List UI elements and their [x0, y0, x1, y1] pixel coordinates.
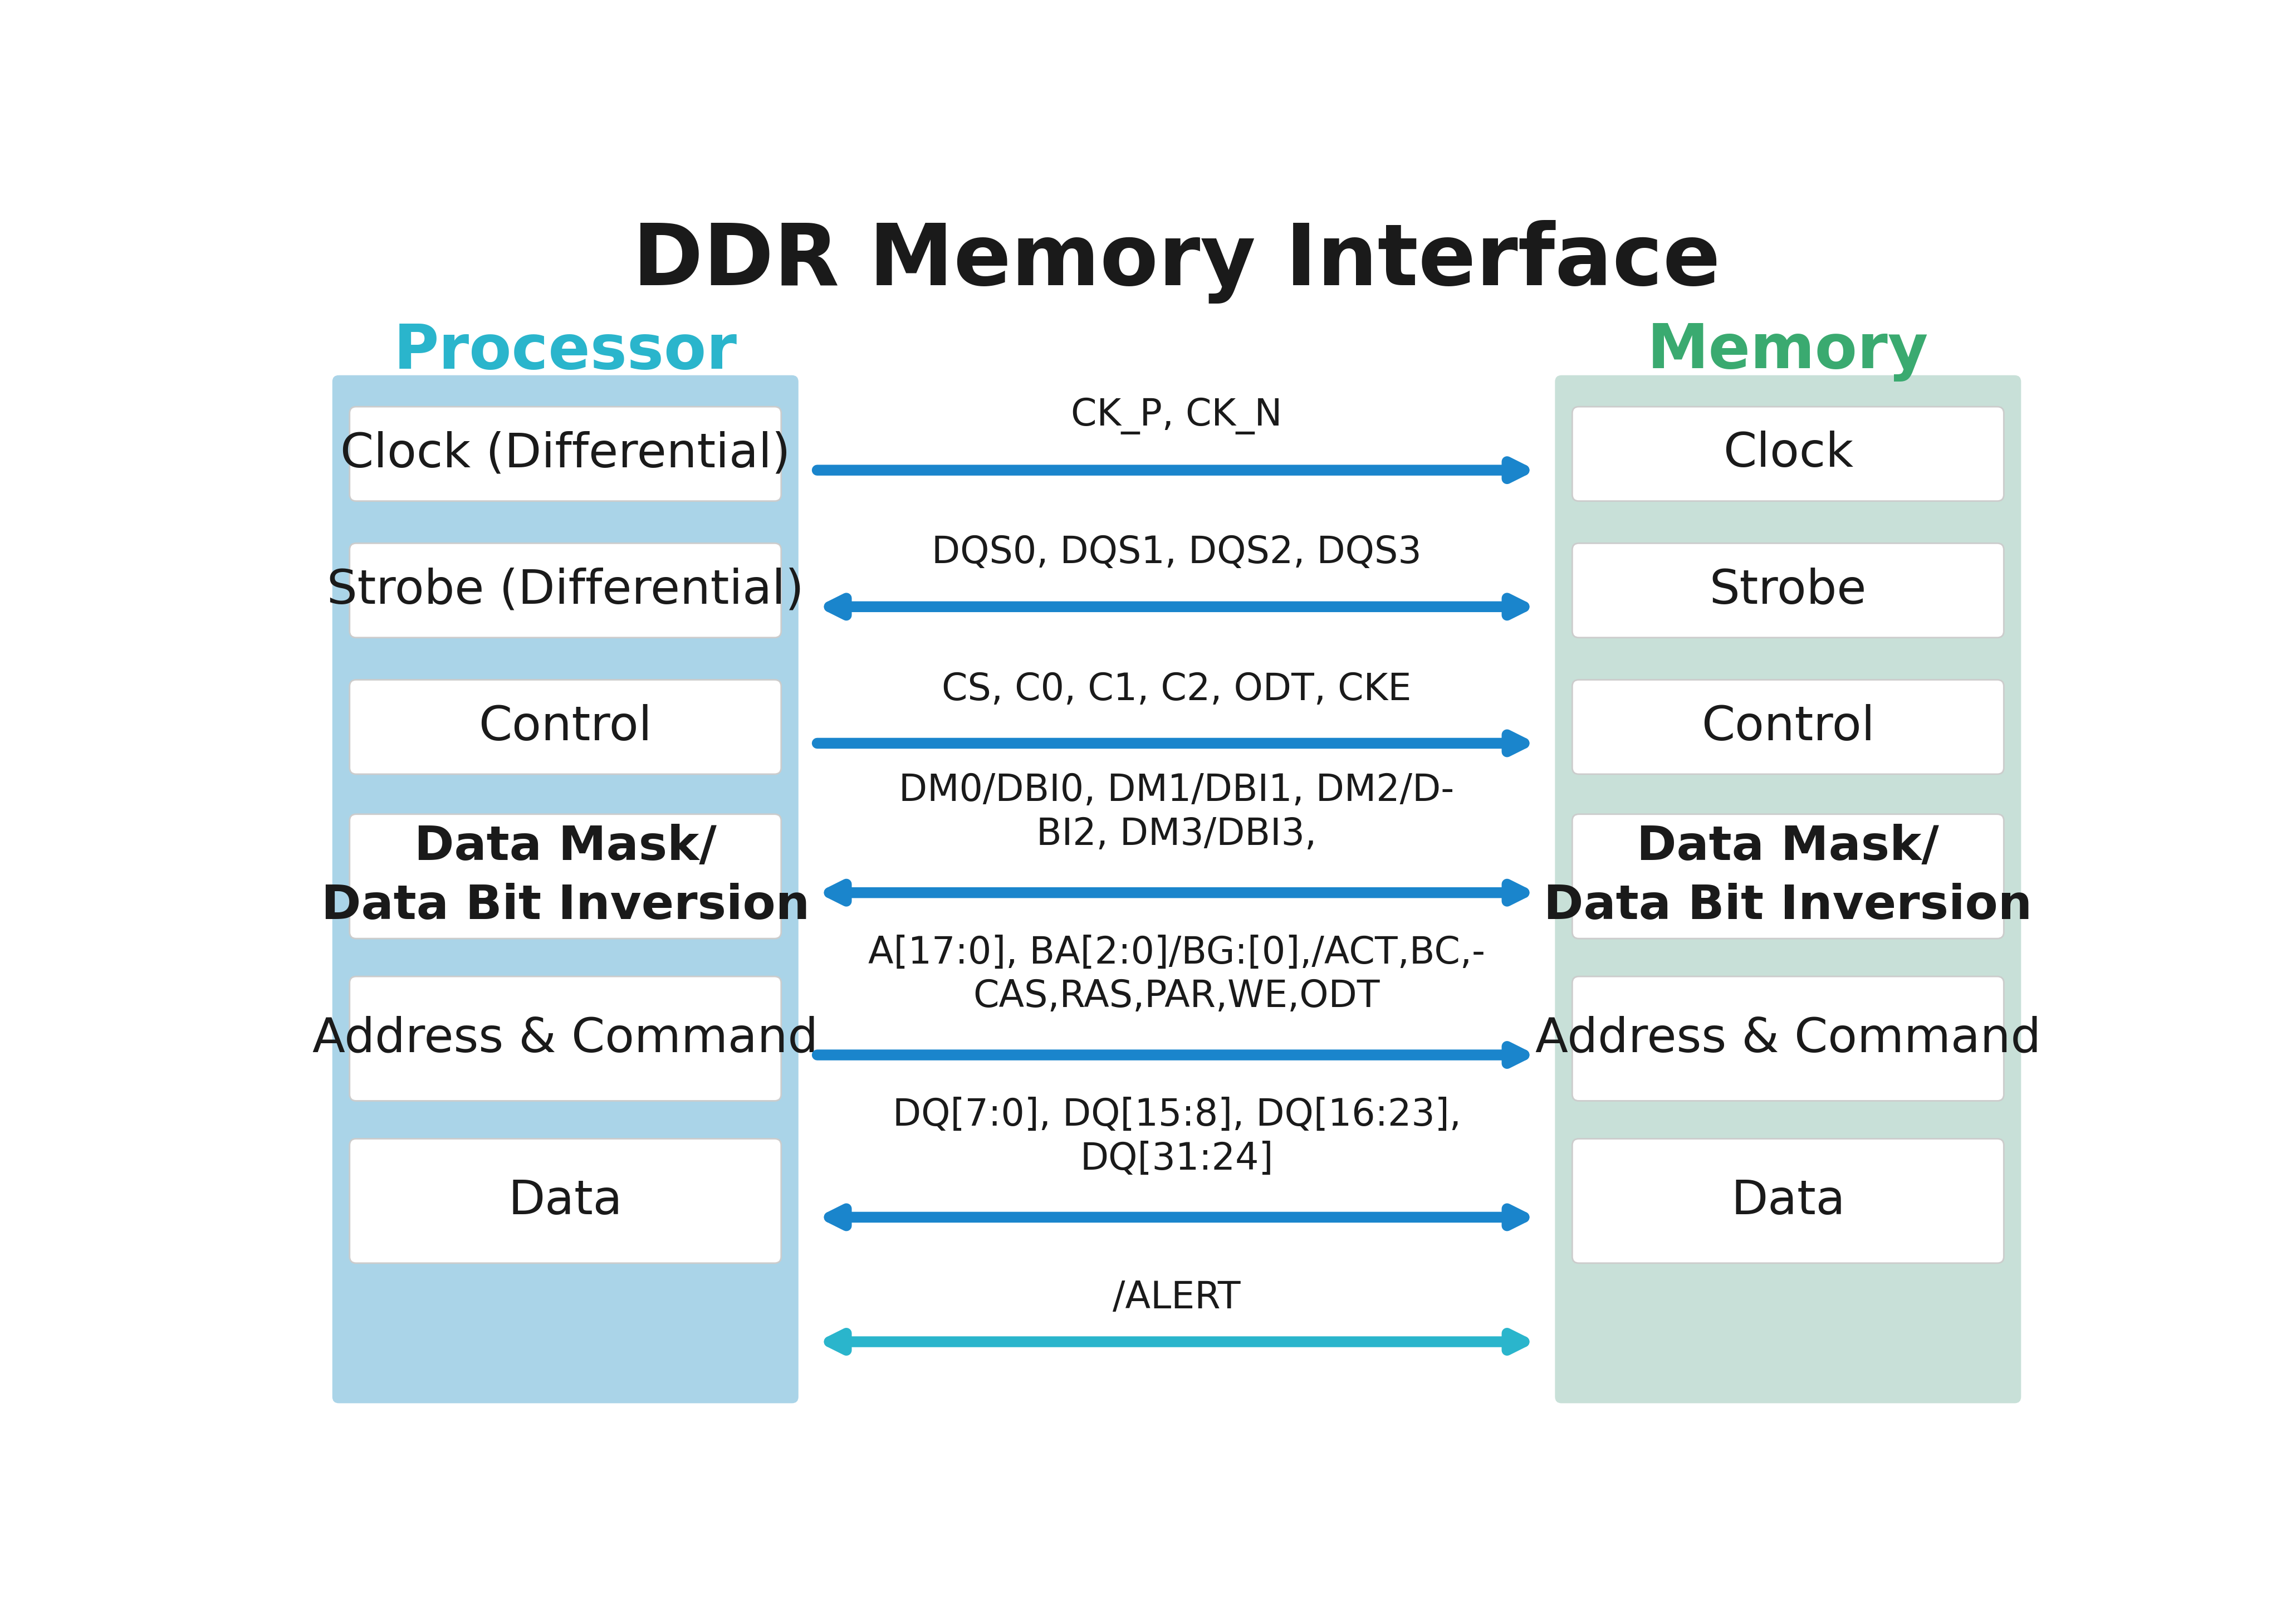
Text: A[17:0], BA[2:0]/BG:[0],/ACT,BC,-
CAS,RAS,PAR,WE,ODT: A[17:0], BA[2:0]/BG:[0],/ACT,BC,- CAS,RA…	[868, 934, 1486, 1015]
Text: Data: Data	[507, 1177, 622, 1224]
Text: DM0/DBI0, DM1/DBI1, DM2/D-
BI2, DM3/DBI3,: DM0/DBI0, DM1/DBI1, DM2/D- BI2, DM3/DBI3…	[900, 772, 1453, 852]
Text: Strobe: Strobe	[1711, 568, 1867, 614]
FancyBboxPatch shape	[349, 680, 781, 773]
Text: CK_P, CK_N: CK_P, CK_N	[1070, 397, 1283, 434]
Text: Data Mask/
Data Bit Inversion: Data Mask/ Data Bit Inversion	[321, 823, 810, 929]
Text: Strobe (Differential): Strobe (Differential)	[326, 568, 804, 614]
FancyBboxPatch shape	[349, 544, 781, 638]
FancyBboxPatch shape	[1573, 814, 2004, 939]
Text: DDR Memory Interface: DDR Memory Interface	[634, 220, 1720, 304]
Text: Clock: Clock	[1722, 431, 1853, 478]
FancyBboxPatch shape	[349, 976, 781, 1101]
Text: Control: Control	[1701, 704, 1876, 749]
Text: Data Mask/
Data Bit Inversion: Data Mask/ Data Bit Inversion	[1543, 823, 2032, 929]
Text: Data: Data	[1731, 1177, 1846, 1224]
FancyBboxPatch shape	[333, 375, 799, 1404]
FancyBboxPatch shape	[1573, 1138, 2004, 1264]
Text: Control: Control	[478, 704, 652, 749]
FancyBboxPatch shape	[349, 1138, 781, 1264]
FancyBboxPatch shape	[1554, 375, 2020, 1404]
Text: CS, C0, C1, C2, ODT, CKE: CS, C0, C1, C2, ODT, CKE	[941, 671, 1412, 708]
FancyBboxPatch shape	[349, 407, 781, 502]
FancyBboxPatch shape	[1573, 976, 2004, 1101]
FancyBboxPatch shape	[1573, 544, 2004, 638]
FancyBboxPatch shape	[349, 814, 781, 939]
Text: Processor: Processor	[393, 322, 737, 381]
Text: /ALERT: /ALERT	[1114, 1280, 1240, 1315]
Text: Address & Command: Address & Command	[1536, 1016, 2041, 1061]
Text: Address & Command: Address & Command	[312, 1016, 817, 1061]
FancyBboxPatch shape	[1573, 680, 2004, 773]
Text: DQS0, DQS1, DQS2, DQS3: DQS0, DQS1, DQS2, DQS3	[932, 534, 1421, 571]
Text: DQ[7:0], DQ[15:8], DQ[16:23],
DQ[31:24]: DQ[7:0], DQ[15:8], DQ[16:23], DQ[31:24]	[893, 1097, 1460, 1177]
Text: Clock (Differential): Clock (Differential)	[340, 431, 790, 478]
FancyBboxPatch shape	[1573, 407, 2004, 502]
Text: Memory: Memory	[1646, 322, 1929, 381]
